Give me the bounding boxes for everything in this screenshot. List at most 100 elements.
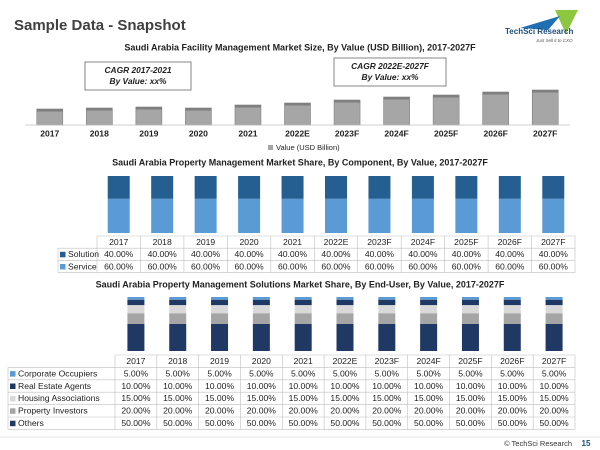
annotation-text: By Value: xx% [110, 76, 167, 86]
bar-segment [127, 324, 145, 351]
data-label: 10.00% [456, 381, 486, 391]
data-label: 20.00% [163, 406, 193, 416]
bar-segment [545, 305, 563, 314]
bar-segment [211, 297, 229, 300]
data-label: 15.00% [372, 393, 402, 403]
data-label: 5.00% [166, 368, 191, 378]
bar-segment [545, 324, 563, 351]
bar [284, 102, 311, 126]
x-tick-label: 2024F [411, 237, 435, 247]
bar [234, 104, 262, 126]
data-label: 50.00% [289, 418, 319, 428]
data-label: 10.00% [289, 381, 319, 391]
bar-segment [252, 324, 270, 351]
data-label: 60.00% [495, 261, 525, 271]
data-label: 15.00% [456, 393, 486, 403]
annotation-title: CAGR 2022E-2027F [351, 61, 430, 71]
bar-segment [238, 176, 261, 199]
x-tick-label: 2018 [153, 237, 172, 247]
bar-segment [294, 305, 312, 314]
data-label: 40.00% [321, 249, 351, 259]
data-label: 40.00% [365, 249, 395, 259]
logo-mark [555, 10, 578, 34]
data-label: 40.00% [278, 249, 308, 259]
bar-top [532, 90, 559, 93]
x-tick-label: 2017 [40, 128, 59, 138]
data-label: 20.00% [205, 406, 235, 416]
bar-segment [368, 176, 391, 199]
bar-segment [169, 313, 187, 324]
data-label: 15.00% [498, 393, 528, 403]
data-label: 15.00% [414, 393, 444, 403]
data-label: 20.00% [121, 406, 151, 416]
bar-segment [127, 299, 145, 306]
data-label: 5.00% [416, 368, 441, 378]
bar-segment [252, 297, 270, 300]
bar-segment [542, 198, 565, 233]
bar-segment [420, 324, 438, 351]
data-label: 15.00% [163, 393, 193, 403]
data-label: 15.00% [330, 393, 360, 403]
x-tick-label: 2022E [285, 128, 310, 138]
data-label: 5.00% [375, 368, 400, 378]
bar-segment [503, 305, 521, 314]
annotation-text: By Value: xx% [362, 72, 419, 82]
bar-segment [211, 299, 229, 306]
data-label: 10.00% [372, 381, 402, 391]
data-label: 50.00% [456, 418, 486, 428]
legend-swatch [10, 408, 16, 414]
data-label: 40.00% [452, 249, 482, 259]
bar [482, 91, 509, 126]
legend-swatch [10, 395, 16, 402]
x-tick-label: 2026F [483, 128, 507, 138]
bar-segment [378, 324, 396, 351]
bar-segment [498, 176, 521, 199]
bar-segment [420, 313, 438, 324]
x-tick-label: 2027F [541, 237, 565, 247]
bar-segment [420, 299, 438, 306]
data-label: 40.00% [495, 249, 525, 259]
annotation-box [84, 61, 192, 91]
bar-segment [107, 176, 130, 199]
x-tick-label: 2019 [210, 356, 229, 366]
bar-segment [503, 313, 521, 324]
bar-segment [169, 297, 187, 300]
bar-segment [545, 299, 563, 306]
data-label: 5.00% [291, 368, 316, 378]
data-label: 40.00% [104, 249, 134, 259]
data-label: 50.00% [163, 418, 193, 428]
x-tick-label: 2019 [196, 237, 215, 247]
legend-swatch [60, 251, 66, 258]
data-label: 20.00% [540, 406, 570, 416]
x-tick-label: 2025F [454, 237, 478, 247]
bar-segment [498, 198, 521, 233]
bar-segment [194, 176, 217, 199]
legend-swatch [10, 383, 16, 389]
bar-top [383, 97, 410, 100]
logo: TechSci Research Just Sell it to CXO [505, 10, 578, 43]
data-label: 60.00% [235, 261, 265, 271]
bar [333, 99, 361, 126]
bar-top [135, 107, 162, 110]
data-label: 20.00% [414, 406, 444, 416]
bar-segment [378, 299, 396, 306]
footer-text: © TechSci Research [504, 439, 572, 448]
bar-top [482, 92, 509, 95]
data-label: 60.00% [452, 261, 482, 271]
bar-segment [281, 176, 304, 199]
bar [432, 94, 460, 126]
legend-label: Others [18, 418, 44, 428]
bar-segment [368, 198, 391, 233]
data-label: 50.00% [372, 418, 402, 428]
legend-label: Solution [68, 249, 99, 259]
data-label: 15.00% [121, 393, 151, 403]
legend-label: Service [68, 261, 97, 271]
data-label: 15.00% [540, 393, 570, 403]
legend-label: Corporate Occupiers [18, 368, 97, 378]
bar-segment [169, 324, 187, 351]
x-tick-label: 2023F [367, 237, 391, 247]
legend-swatch [268, 145, 273, 150]
bar-segment [336, 299, 354, 306]
bar [185, 107, 212, 126]
